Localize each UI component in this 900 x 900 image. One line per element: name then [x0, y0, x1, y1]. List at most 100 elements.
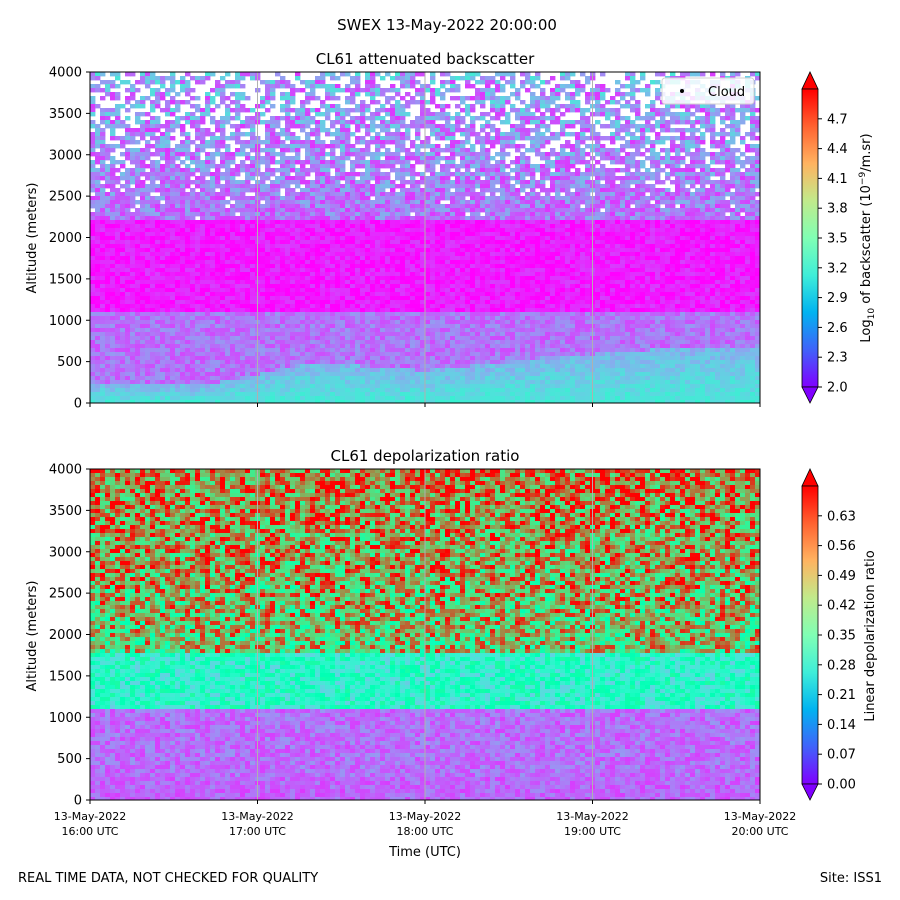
heatmap-cell [595, 232, 601, 237]
heatmap-cell [645, 112, 651, 117]
heatmap-cell [415, 172, 421, 177]
heatmap-cell [520, 116, 526, 121]
heatmap-cell [455, 228, 461, 233]
heatmap-cell [360, 120, 366, 125]
heatmap-cell [745, 228, 751, 233]
heatmap-cell [200, 204, 206, 209]
heatmap-cell [745, 248, 751, 253]
heatmap-cell [135, 200, 141, 205]
heatmap-cell [580, 160, 586, 165]
heatmap-cell [475, 152, 481, 157]
heatmap-cell [220, 116, 226, 121]
heatmap-cell [565, 96, 571, 101]
heatmap-cell [225, 212, 231, 217]
suptitle: SWEX 13-May-2022 20:00:00 [337, 16, 557, 34]
heatmap-cell [685, 104, 691, 109]
heatmap-cell [605, 204, 611, 209]
heatmap-cell [135, 212, 141, 217]
heatmap-cell [425, 108, 431, 113]
heatmap-cell [570, 84, 576, 89]
heatmap-cell [475, 244, 481, 249]
heatmap-cell [720, 192, 726, 197]
heatmap-cell [455, 128, 461, 133]
heatmap-cell [540, 208, 546, 213]
heatmap-cell [455, 116, 461, 121]
heatmap-cell [480, 168, 486, 173]
heatmap-cell [640, 236, 646, 241]
heatmap-cell [430, 204, 436, 209]
heatmap-cell [185, 256, 191, 261]
heatmap-cell [395, 232, 401, 237]
heatmap-cell [730, 112, 736, 117]
heatmap-cell [140, 124, 146, 129]
heatmap-cell [485, 148, 491, 153]
heatmap-cell [595, 220, 601, 225]
heatmap-cell [365, 144, 371, 149]
heatmap-cell [715, 212, 721, 217]
heatmap-cell [560, 164, 566, 169]
heatmap-cell [750, 124, 756, 129]
heatmap-cell [440, 228, 446, 233]
heatmap-cell [305, 124, 311, 129]
heatmap-cell [495, 80, 501, 85]
heatmap-cell [710, 228, 716, 233]
heatmap-cell [525, 80, 531, 85]
heatmap-cell [135, 116, 141, 121]
heatmap-cell [195, 128, 201, 133]
heatmap-cell [635, 164, 641, 169]
heatmap-cell [585, 192, 591, 197]
heatmap-cell [140, 240, 146, 245]
heatmap-cell [355, 236, 361, 241]
heatmap-cell [345, 224, 351, 229]
heatmap-cell [395, 104, 401, 109]
heatmap-cell [205, 204, 211, 209]
heatmap-cell [285, 244, 291, 249]
heatmap-cell [700, 176, 706, 181]
heatmap-cell [370, 188, 376, 193]
heatmap-cell [320, 248, 326, 253]
heatmap-cell [755, 208, 760, 213]
heatmap-cell [660, 136, 666, 141]
heatmap-cell [395, 120, 401, 125]
heatmap-cell [130, 212, 136, 217]
heatmap-cell [640, 196, 646, 201]
heatmap-cell [305, 152, 311, 157]
heatmap-cell [175, 120, 181, 125]
heatmap-cell [635, 204, 641, 209]
heatmap-cell [110, 204, 116, 209]
heatmap-cell [525, 164, 531, 169]
heatmap-cell [360, 208, 366, 213]
heatmap-cell [450, 236, 456, 241]
heatmap-cell [165, 196, 171, 201]
heatmap-cell [140, 200, 146, 205]
backscatter-heatmap [90, 72, 760, 403]
heatmap-cell [525, 128, 531, 133]
heatmap-cell [225, 172, 231, 177]
heatmap-cell [350, 160, 356, 165]
heatmap-cell [445, 236, 451, 241]
heatmap-cell [375, 192, 381, 197]
heatmap-cell [635, 148, 641, 153]
heatmap-cell [670, 200, 676, 205]
heatmap-cell [700, 248, 706, 253]
heatmap-cell [145, 248, 151, 253]
heatmap-cell [610, 248, 616, 253]
heatmap-cell [340, 232, 346, 237]
heatmap-cell [420, 212, 426, 217]
heatmap-cell [620, 208, 626, 213]
heatmap-cell [520, 240, 526, 245]
heatmap-cell [460, 184, 466, 189]
heatmap-cell [605, 200, 611, 205]
heatmap-cell [630, 240, 636, 245]
heatmap-cell [525, 224, 531, 229]
heatmap-cell [740, 160, 746, 165]
heatmap-cell [180, 176, 186, 181]
heatmap-cell [485, 152, 491, 157]
heatmap-cell [680, 224, 686, 229]
heatmap-cell [700, 232, 706, 237]
heatmap-cell [120, 184, 126, 189]
heatmap-cell [365, 224, 371, 229]
heatmap-cell [565, 176, 571, 181]
heatmap-cell [320, 100, 326, 105]
heatmap-cell [140, 152, 146, 157]
